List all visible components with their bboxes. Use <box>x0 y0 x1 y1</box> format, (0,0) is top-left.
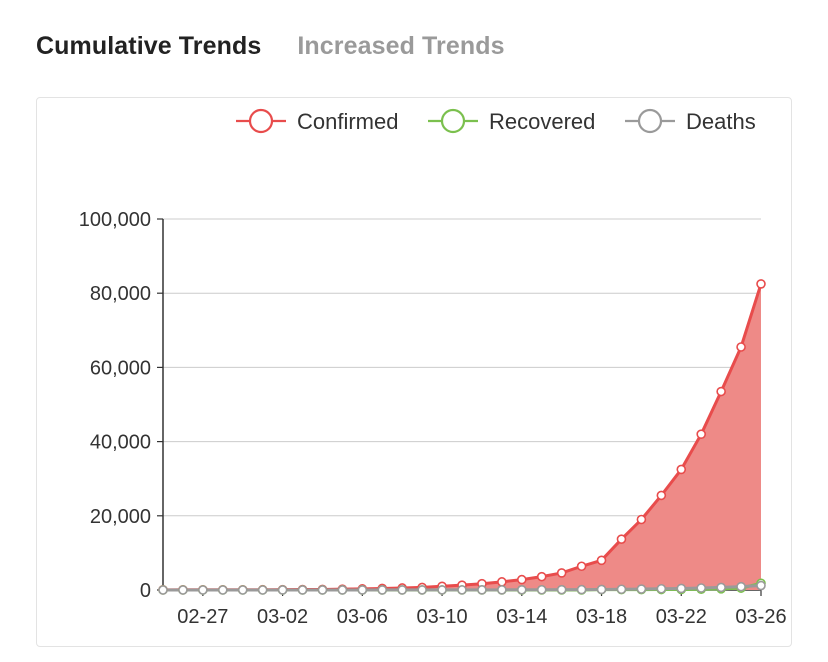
deaths-point <box>237 585 248 595</box>
deaths-point <box>656 583 667 594</box>
deaths-point <box>497 585 507 595</box>
confirmed-point <box>516 574 527 585</box>
confirmed-area <box>163 283 761 590</box>
confirmed-point <box>716 386 726 397</box>
deaths-point <box>676 583 687 594</box>
deaths-point <box>257 585 268 595</box>
deaths-point <box>716 582 726 593</box>
legend-recovered-marker <box>440 108 466 134</box>
deaths-point <box>337 585 348 595</box>
confirmed-point <box>616 534 627 544</box>
deaths-point <box>696 583 707 593</box>
legend-confirmed-label: Confirmed <box>297 109 398 134</box>
y-tick-label: 20,000 <box>90 506 151 528</box>
confirmed-point <box>556 568 567 578</box>
x-tick-label: 03-10 <box>416 606 467 628</box>
confirmed-point <box>676 464 687 475</box>
x-tick-label: 03-02 <box>257 606 308 628</box>
legend-confirmed-marker <box>248 108 274 134</box>
y-tick-label: 60,000 <box>90 357 151 379</box>
confirmed-point <box>636 514 647 525</box>
x-tick-label: 03-18 <box>576 606 627 628</box>
deaths-point <box>457 585 467 595</box>
x-tick-label: 03-06 <box>337 606 388 628</box>
x-tick-label: 03-22 <box>656 606 707 628</box>
x-tick-label: 02-27 <box>177 606 228 628</box>
tab-increased-trends[interactable]: Increased Trends <box>297 32 505 60</box>
trend-tabs: Cumulative Trends Increased Trends <box>36 32 505 61</box>
tab-cumulative-trends[interactable]: Cumulative Trends <box>36 32 262 60</box>
confirmed-point <box>536 571 547 582</box>
deaths-point <box>397 585 408 595</box>
deaths-point <box>357 585 368 595</box>
legend-deaths-marker <box>637 108 663 134</box>
deaths-point <box>178 585 188 595</box>
y-tick-label: 80,000 <box>90 283 151 305</box>
legend-recovered-label: Recovered <box>489 109 595 134</box>
deaths-point <box>417 585 427 595</box>
deaths-point <box>636 584 647 594</box>
confirmed-point <box>596 555 607 566</box>
deaths-point <box>317 585 328 595</box>
confirmed-point <box>497 577 507 587</box>
confirmed-point <box>756 279 766 289</box>
confirmed-point <box>736 342 746 352</box>
chart-card: 0 20,000 40,000 60,000 80,000 100,000 02-27 03-… <box>36 97 792 647</box>
legend-deaths-label: Deaths <box>686 109 756 134</box>
y-tick-label: 40,000 <box>90 432 151 454</box>
confirmed-point <box>656 490 667 501</box>
deaths-point <box>576 584 587 595</box>
deaths-point <box>198 585 208 595</box>
deaths-point <box>297 585 308 595</box>
deaths-point <box>218 585 228 595</box>
trend-chart: 0 20,000 40,000 60,000 80,000 100,000 02-27 03-… <box>79 108 787 628</box>
y-tick-label: 100,000 <box>79 209 151 231</box>
x-tick-label: 03-26 <box>735 606 786 628</box>
deaths-point <box>536 584 547 595</box>
deaths-point <box>616 584 627 595</box>
deaths-point <box>377 585 388 595</box>
deaths-point <box>756 580 766 591</box>
deaths-point <box>477 585 487 595</box>
confirmed-point <box>696 429 707 439</box>
deaths-point <box>277 585 288 595</box>
x-tick-label: 03-14 <box>496 606 547 628</box>
deaths-point <box>516 584 527 595</box>
deaths-point <box>437 585 447 595</box>
deaths-point <box>556 584 567 595</box>
deaths-point <box>158 585 168 595</box>
deaths-point <box>736 581 746 592</box>
y-tick-label: 0 <box>140 580 151 602</box>
deaths-point <box>596 584 607 595</box>
confirmed-point <box>576 561 587 572</box>
